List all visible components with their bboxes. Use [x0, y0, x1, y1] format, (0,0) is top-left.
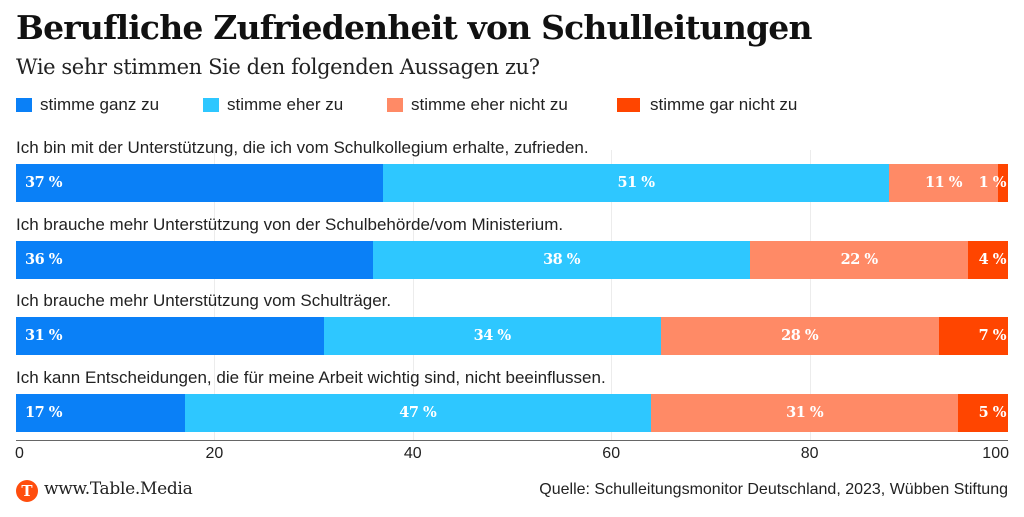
gridline: [413, 150, 414, 440]
gridline: [810, 150, 811, 440]
data-label: 5 %: [978, 403, 1007, 421]
data-label: 47 %: [399, 403, 437, 421]
footer-site-link[interactable]: www.Table.Media: [44, 479, 193, 499]
legend: stimme ganz zu stimme eher zu stimme ehe…: [0, 94, 1024, 116]
bar-segment: [958, 393, 1008, 432]
legend-item-stimme-gar-nicht-zu: stimme gar nicht zu: [617, 94, 797, 116]
category-label: Ich bin mit der Unterstützung, die ich v…: [16, 138, 589, 157]
chart-subtitle: Wie sehr stimmen Sie den folgenden Aussa…: [16, 55, 540, 79]
x-tick-label: 100: [982, 445, 1009, 462]
chart-title: Berufliche Zufriedenheit von Schulleitun…: [16, 8, 813, 47]
bar-segment: [16, 164, 384, 202]
data-label: 22 %: [840, 250, 879, 268]
bar-segment: [968, 240, 1008, 279]
category-label: Ich brauche mehr Unterstützung von der S…: [16, 214, 564, 234]
bar-segment: [383, 164, 889, 202]
data-label: 51 %: [617, 174, 655, 191]
category-label: Ich kann Entscheidungen, die für meine A…: [16, 367, 606, 387]
table-media-logo-icon: T: [16, 480, 38, 502]
bar-segment: [323, 317, 661, 355]
data-label: 7 %: [978, 327, 1007, 344]
bar-segment: [184, 393, 651, 432]
legend-label: stimme eher zu: [227, 95, 344, 114]
legend-swatch: [617, 98, 640, 112]
gridline: [611, 150, 612, 440]
bar-segment: [373, 240, 751, 279]
data-label: 31 %: [786, 403, 824, 421]
bar-segment: [660, 317, 939, 355]
bar-segment: [650, 393, 959, 432]
data-label: 31 %: [25, 327, 63, 344]
legend-item-stimme-eher-nicht-zu: stimme eher nicht zu: [387, 94, 568, 116]
x-tick-label: 0: [15, 445, 24, 462]
bar-segment: [16, 317, 324, 355]
data-label: 28 %: [781, 327, 819, 344]
x-tick-label: 20: [205, 445, 224, 462]
data-label: 4 %: [978, 250, 1007, 268]
gridline: [214, 150, 215, 440]
x-axis-line: [16, 440, 1008, 441]
data-label: 11 %: [925, 174, 963, 191]
bar-segment: [888, 164, 999, 202]
category-label: Ich brauche mehr Unterstützung vom Schul…: [16, 291, 392, 310]
bar-segment: [998, 164, 1008, 202]
footer-source: Quelle: Schulleitungsmonitor Deutschland…: [539, 481, 1008, 498]
data-label: 36 %: [25, 250, 63, 268]
bar-segment: [938, 317, 1008, 355]
legend-item-stimme-eher-zu: stimme eher zu: [203, 94, 343, 116]
bar-segment: [16, 240, 374, 279]
legend-item-stimme-ganz-zu: stimme ganz zu: [16, 94, 159, 116]
x-tick-label: 80: [800, 445, 819, 462]
x-tick-label: 40: [403, 445, 422, 462]
legend-swatch: [16, 98, 32, 112]
legend-label: stimme eher nicht zu: [411, 95, 568, 114]
legend-swatch: [203, 98, 219, 112]
legend-label: stimme gar nicht zu: [650, 95, 798, 114]
data-label: 1 %: [978, 174, 1007, 191]
bar-segment: [16, 393, 185, 432]
data-label: 37 %: [25, 174, 63, 191]
data-label: 38 %: [543, 250, 581, 268]
legend-label: stimme ganz zu: [40, 95, 160, 114]
data-label: 17 %: [25, 403, 63, 421]
data-label: 34 %: [473, 327, 512, 344]
legend-swatch: [387, 98, 403, 112]
bar-segment: [750, 240, 969, 279]
x-tick-label: 60: [602, 445, 621, 462]
